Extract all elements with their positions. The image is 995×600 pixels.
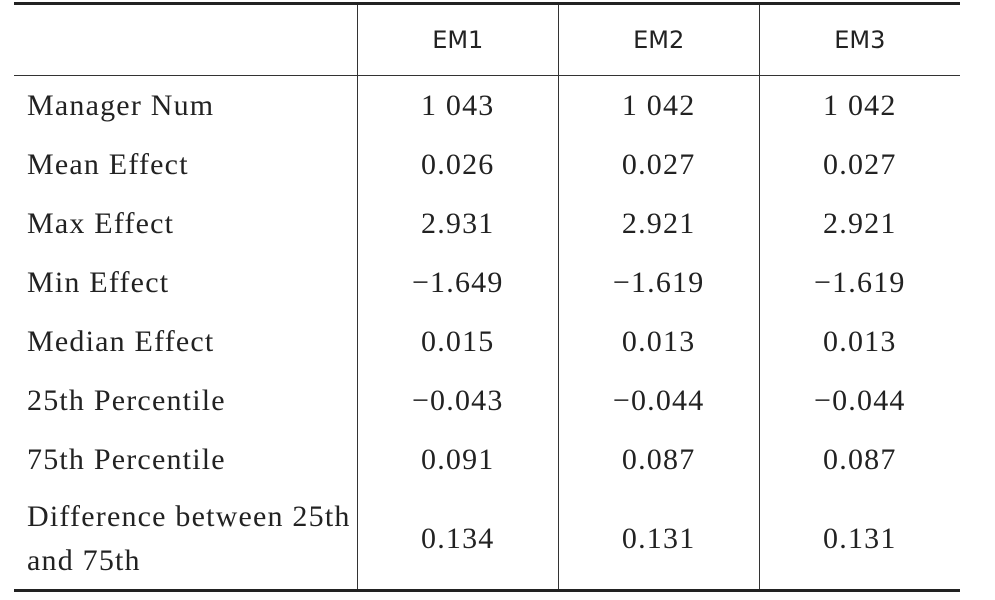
- table-row: 25th Percentile −0.043 −0.044 −0.044: [14, 371, 960, 430]
- table-row: 75th Percentile 0.091 0.087 0.087: [14, 430, 960, 489]
- cell-value: 0.087: [557, 430, 760, 489]
- cell-value: −0.043: [356, 371, 559, 430]
- cell-value: −0.044: [758, 371, 960, 430]
- cell-value: 0.026: [356, 135, 559, 194]
- stats-table: EM1 EM2 EM3 Manager Num 1 043 1 042 1 042 Mean…: [14, 2, 960, 592]
- cell-value: 0.027: [758, 135, 960, 194]
- cell-value: 1 042: [557, 75, 760, 135]
- row-label: Manager Num: [27, 88, 215, 122]
- cell-value: 0.013: [557, 312, 760, 371]
- cell-value: 0.015: [356, 312, 559, 371]
- cell-value: 1 042: [758, 75, 960, 135]
- cell-value: −1.619: [557, 253, 760, 312]
- cell-value: −0.044: [557, 371, 760, 430]
- column-header: EM1: [356, 3, 559, 76]
- row-label: 25th Percentile: [27, 383, 226, 417]
- cell-value: 0.091: [356, 430, 559, 489]
- table-row: Median Effect 0.015 0.013 0.013: [14, 312, 960, 371]
- row-label: Max Effect: [27, 206, 175, 240]
- cell-value: 0.131: [557, 489, 760, 591]
- row-label: Min Effect: [27, 265, 170, 299]
- table-body: Manager Num 1 043 1 042 1 042 Mean Effect 0.0…: [14, 75, 960, 591]
- row-label: 75th Percentile: [27, 442, 226, 476]
- cell-value: 2.921: [758, 194, 960, 253]
- cell-value: −1.649: [356, 253, 559, 312]
- column-header: EM3: [758, 3, 960, 76]
- corner-cell: [14, 3, 358, 76]
- cell-value: 2.921: [557, 194, 760, 253]
- cell-value: 1 043: [356, 75, 559, 135]
- row-label: Mean Effect: [27, 147, 189, 181]
- column-header: EM2: [557, 3, 760, 76]
- table-row: Min Effect −1.649 −1.619 −1.619: [14, 253, 960, 312]
- header-row: EM1 EM2 EM3: [14, 3, 960, 76]
- table-row: Difference between 25th and 75th 0.134 0.1…: [14, 489, 960, 591]
- row-label: Median Effect: [27, 324, 215, 358]
- table-row: Max Effect 2.931 2.921 2.921: [14, 194, 960, 253]
- cell-value: 0.134: [356, 489, 559, 591]
- cell-value: 0.027: [557, 135, 760, 194]
- cell-value: 0.131: [758, 489, 960, 591]
- cell-value: 2.931: [356, 194, 559, 253]
- cell-value: 0.087: [758, 430, 960, 489]
- cell-value: −1.619: [758, 253, 960, 312]
- table-row: Manager Num 1 043 1 042 1 042: [14, 75, 960, 135]
- row-label: Difference between 25th and 75th: [27, 500, 351, 577]
- cell-value: 0.013: [758, 312, 960, 371]
- table-row: Mean Effect 0.026 0.027 0.027: [14, 135, 960, 194]
